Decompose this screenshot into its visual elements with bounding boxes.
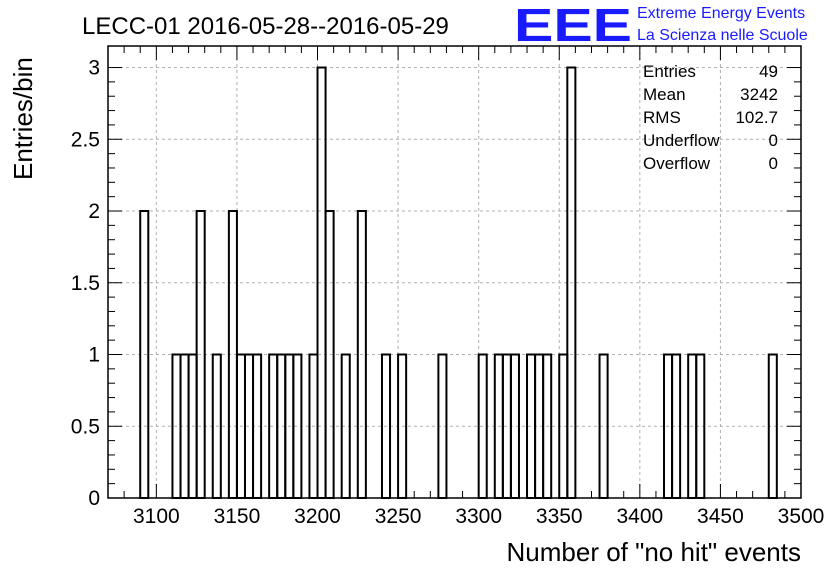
stats-label: Overflow (643, 154, 711, 173)
y-tick-label: 0.5 (71, 415, 100, 438)
x-tick-label: 3100 (133, 505, 180, 528)
x-axis-label: Number of "no hit" events (507, 537, 802, 567)
stats-value: 3242 (740, 85, 778, 104)
stats-value: 49 (759, 62, 778, 81)
stats-value: 0 (769, 154, 778, 173)
y-tick-label: 1 (88, 344, 100, 367)
logo-line-1: Extreme Energy Events (637, 5, 805, 22)
stats-value: 0 (769, 131, 778, 150)
x-tick-label: 3200 (294, 505, 341, 528)
stats-label: RMS (643, 108, 681, 127)
x-tick-label: 3400 (616, 505, 663, 528)
x-tick-label: 3500 (778, 505, 825, 528)
eee-logo: EEE Extreme Energy Events La Scienza nel… (514, 0, 808, 51)
y-axis-label: Entries/bin (8, 57, 38, 180)
x-tick-label: 3150 (214, 505, 261, 528)
stats-value: 102.7 (735, 108, 778, 127)
x-tick-label: 3300 (455, 505, 502, 528)
axis-ticks: 3100 3150 3200 3250 3300 3350 3400 3450 350000.5… (71, 46, 825, 528)
stats-label: Underflow (643, 131, 720, 150)
x-tick-label: 3350 (536, 505, 583, 528)
logo-mark: EEE (514, 0, 632, 51)
stats-label: Entries (643, 62, 696, 81)
stats-box: Entries 49 Mean 3242 RMS 102.7 Underflow 0 Overf… (643, 62, 778, 173)
x-tick-label: 3250 (375, 505, 422, 528)
stats-label: Mean (643, 85, 686, 104)
y-tick-label: 1.5 (71, 272, 100, 295)
y-tick-label: 3 (88, 57, 100, 80)
y-tick-label: 2 (88, 200, 100, 223)
y-tick-label: 0 (88, 487, 100, 510)
plot-frame (107, 45, 802, 499)
logo-line-2: La Scienza nelle Scuole (637, 27, 808, 44)
grid-lines (108, 46, 802, 498)
x-tick-label: 3450 (697, 505, 744, 528)
chart-title: LECC-01 2016-05-28--2016-05-29 (82, 13, 449, 40)
y-tick-label: 2.5 (71, 128, 100, 151)
